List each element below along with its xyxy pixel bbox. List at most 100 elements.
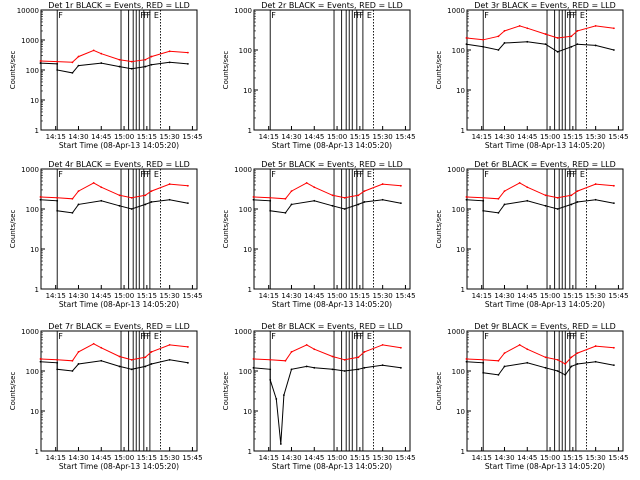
panel-title: Det 2r BLACK = Events, RED = LLD	[261, 1, 403, 10]
events-data-point	[39, 360, 42, 363]
y-tick-label: 1000	[21, 37, 39, 45]
x-axis-label: Start Time (08-Apr-13 14:05:20)	[485, 141, 605, 150]
x-tick-label: 15:45	[182, 292, 202, 300]
flag-annotation: E	[367, 11, 372, 20]
x-tick-label: 14:30	[281, 292, 301, 300]
lld-series-line	[253, 344, 401, 362]
x-tick-label: 15:15	[350, 454, 370, 462]
events-data-point	[612, 202, 615, 205]
x-tick-label: 14:45	[517, 292, 537, 300]
flag-annotation: F	[359, 332, 364, 341]
x-tick-label: 15:30	[586, 292, 606, 300]
detector-panel: Det 1r BLACK = Events, RED = LLD 1 10 100 10…	[9, 1, 203, 150]
detector-panel: Det 7r BLACK = Events, RED = LLD 1 10 100 10…	[9, 322, 203, 471]
lld-data-point	[100, 186, 103, 189]
events-data-point	[118, 204, 121, 207]
lld-data-point	[556, 196, 559, 199]
lld-data-point	[544, 194, 547, 197]
y-axis-label: Counts/sec	[9, 210, 17, 249]
events-data-point	[313, 199, 316, 202]
events-data-point	[612, 49, 615, 51]
events-data-point	[556, 50, 559, 53]
lld-data-point	[556, 37, 559, 39]
events-data-point	[282, 394, 285, 396]
panel-title: Det 4r BLACK = Events, RED = LLD	[48, 160, 190, 169]
x-axis-label: Start Time (08-Apr-13 14:05:20)	[59, 141, 179, 150]
events-data-point	[399, 202, 402, 205]
events-data-point	[482, 209, 485, 212]
detector-panel: Det 4r BLACK = Events, RED = LLD 1 10 100 10…	[9, 160, 203, 309]
lld-data-point	[381, 343, 384, 346]
y-tick-label: 10	[30, 246, 39, 254]
lld-data-point	[399, 184, 402, 187]
x-tick-label: 15:00	[114, 133, 134, 141]
events-data-point	[269, 378, 272, 381]
events-series-line	[40, 359, 188, 372]
y-tick-label: 1000	[447, 166, 465, 174]
lld-data-point	[150, 55, 153, 58]
flag-annotation: F	[140, 332, 145, 341]
lld-data-point	[305, 181, 308, 184]
events-data-point	[556, 208, 559, 210]
y-tick-label: 1000	[21, 328, 39, 336]
flag-annotation: F	[484, 332, 489, 341]
x-tick-label: 14:30	[494, 454, 514, 462]
flag-annotation: F	[356, 11, 361, 20]
lld-data-point	[497, 35, 500, 38]
y-tick-label: 1000	[234, 7, 252, 15]
lld-data-point	[594, 183, 597, 185]
events-data-point	[363, 201, 366, 203]
lld-data-point	[313, 348, 316, 351]
flag-annotation: F	[58, 332, 63, 341]
lld-data-point	[482, 358, 485, 361]
lld-data-point	[313, 186, 316, 189]
y-tick-label: 1	[35, 448, 39, 456]
x-tick-label: 15:00	[540, 454, 560, 462]
events-data-point	[39, 198, 42, 201]
events-data-point	[186, 62, 189, 65]
y-tick-label: 10	[243, 246, 252, 254]
plot-frame	[253, 9, 411, 131]
lld-data-point	[92, 181, 95, 184]
lld-data-point	[252, 196, 255, 198]
x-tick-label: 14:15	[46, 292, 66, 300]
lld-data-point	[269, 196, 272, 199]
events-data-point	[71, 211, 74, 214]
y-axis-label: Counts/sec	[222, 210, 230, 249]
panel-title: Det 3r BLACK = Events, RED = LLD	[474, 1, 616, 10]
detector-panel: Det 8r BLACK = Events, RED = LLD 1 10 100 10…	[222, 322, 416, 471]
detector-panel: Det 9r BLACK = Events, RED = LLD 1 10 100 10…	[435, 322, 629, 471]
flag-annotation: F	[353, 332, 358, 341]
events-data-point	[144, 203, 147, 206]
events-series-line	[466, 199, 614, 214]
events-data-point	[130, 67, 133, 70]
lld-data-point	[56, 358, 59, 361]
y-tick-label: 10	[30, 97, 39, 105]
events-data-point	[357, 368, 360, 371]
flag-annotation: F	[359, 11, 364, 20]
x-axis-label: Start Time (08-Apr-13 14:05:20)	[272, 141, 392, 150]
x-tick-label: 15:30	[586, 454, 606, 462]
x-tick-label: 14:30	[281, 133, 301, 141]
x-tick-label: 14:45	[304, 292, 324, 300]
lld-data-point	[465, 37, 468, 39]
y-tick-label: 100	[239, 206, 252, 214]
events-data-point	[497, 211, 500, 214]
y-tick-label: 10	[243, 408, 252, 416]
x-axis-label: Start Time (08-Apr-13 14:05:20)	[485, 462, 605, 471]
flag-annotation: E	[580, 332, 585, 341]
lld-data-point	[576, 30, 579, 32]
lld-data-point	[526, 186, 529, 189]
lld-data-point	[39, 358, 42, 360]
y-axis-label: Counts/sec	[435, 372, 443, 411]
x-tick-label: 15:30	[373, 454, 393, 462]
plot-frame	[40, 9, 198, 131]
detector-panel: Det 6r BLACK = Events, RED = LLD 1 10 100 10…	[435, 160, 629, 309]
events-data-point	[56, 209, 59, 212]
lld-data-point	[518, 25, 521, 27]
flag-annotation: E	[154, 11, 159, 20]
events-data-point	[482, 45, 485, 48]
y-axis-label: Counts/sec	[435, 51, 443, 90]
events-data-point	[56, 69, 59, 71]
lld-data-point	[363, 190, 366, 193]
